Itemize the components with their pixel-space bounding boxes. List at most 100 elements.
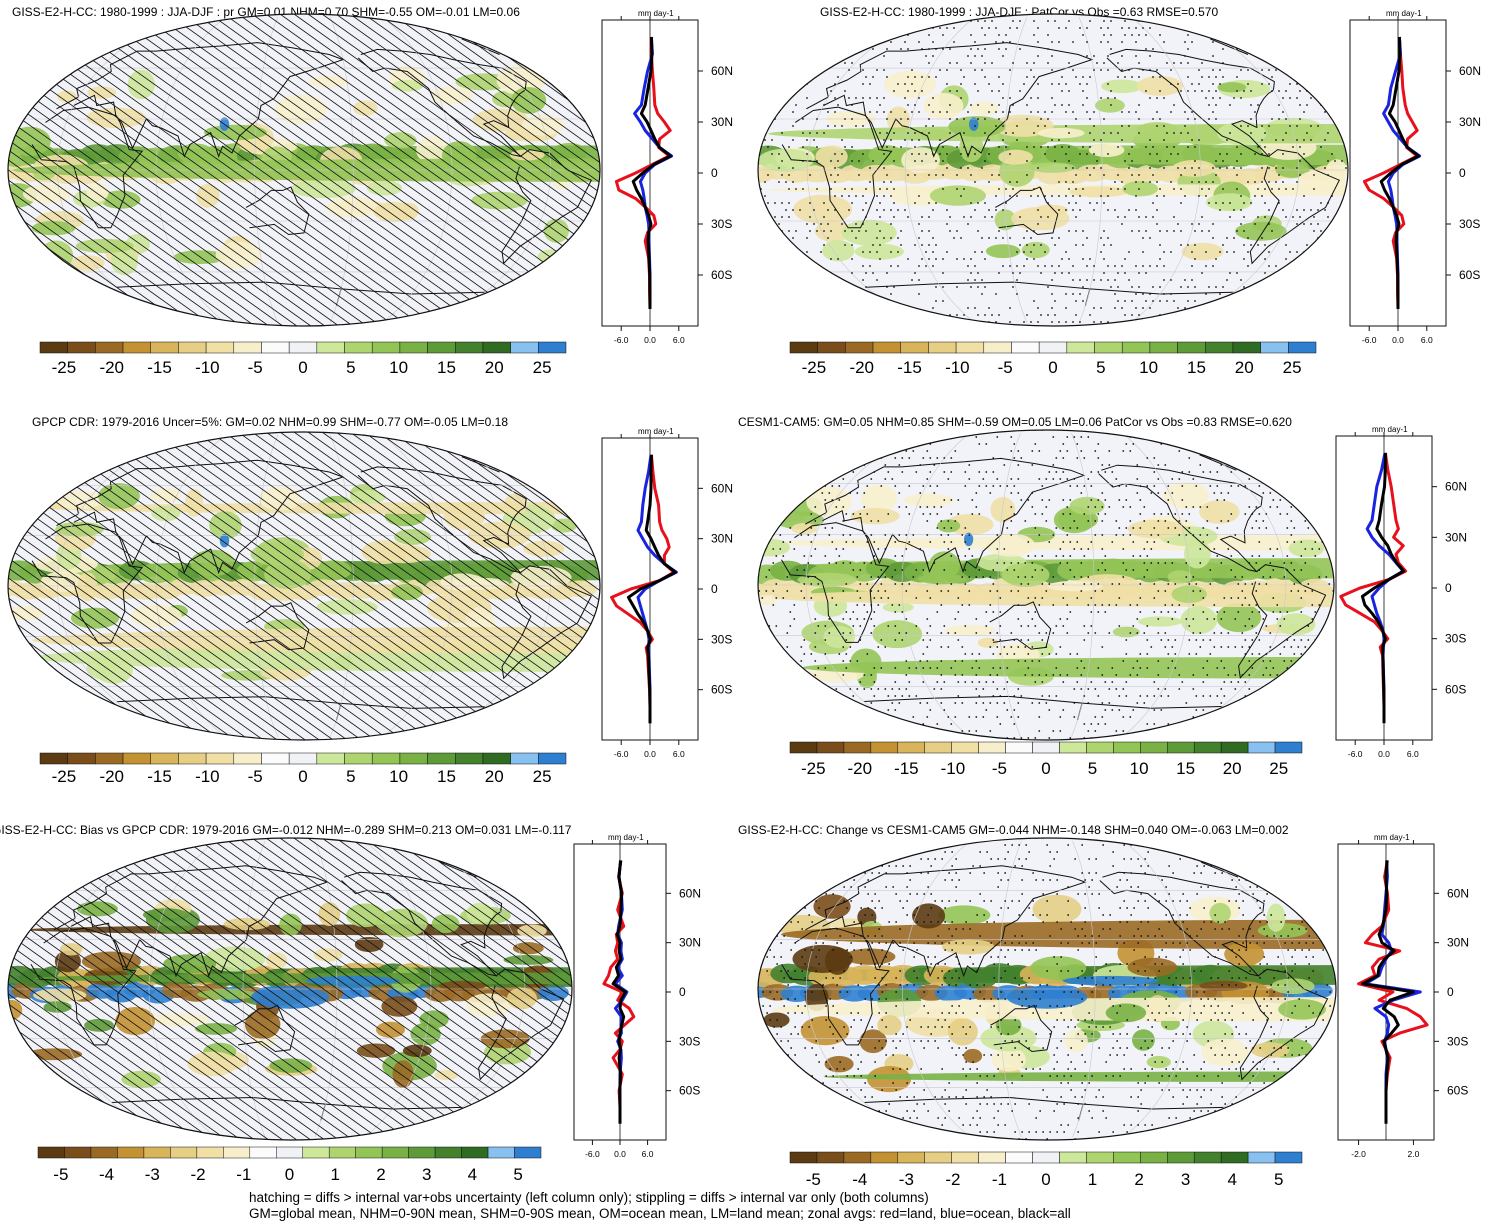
stipple-dot [1094, 716, 1097, 718]
anomaly-region [250, 985, 330, 1009]
stipple-dot [930, 865, 933, 867]
stipple-dot [1028, 851, 1031, 853]
stipple-dot [771, 265, 773, 267]
stipple-dot [1031, 506, 1034, 508]
stipple-dot [799, 209, 801, 211]
hatch-line [8, 14, 242, 326]
hatch-line [405, 838, 572, 1140]
anomaly-region [1136, 122, 1179, 138]
anomaly-region [410, 1022, 441, 1046]
hatch-line [405, 432, 600, 740]
stipple-dot [912, 716, 915, 718]
hatch-line [8, 838, 88, 1140]
hatch-line [8, 432, 264, 740]
stipple-dot [1128, 321, 1130, 323]
hatch-line [265, 432, 600, 740]
stipple-dot [1325, 450, 1328, 452]
anomaly-region [928, 551, 960, 579]
y-tick-label: 60N [1445, 480, 1467, 494]
stipple-dot [771, 153, 773, 155]
stipple-dot [1287, 851, 1290, 853]
stipple-dot [1087, 688, 1090, 690]
stipple-dot [1121, 27, 1123, 29]
stipple-dot [1192, 674, 1195, 676]
stipple-dot [809, 174, 811, 176]
stipple-dot [1072, 69, 1074, 71]
stipple-dot [809, 314, 811, 316]
stipple-dot [1268, 69, 1270, 71]
stipple-dot [977, 286, 979, 288]
stipple-dot [912, 450, 915, 452]
stipple-dot [1037, 223, 1039, 225]
stipple-dot [1283, 730, 1286, 732]
stipple-dot [1047, 202, 1049, 204]
stipple-dot [1164, 520, 1167, 522]
stipple-dot [995, 321, 997, 323]
stipple-dot [827, 27, 829, 29]
stipple-dot [1052, 576, 1055, 578]
anomaly-region [771, 997, 1336, 1022]
anomaly-region [1018, 561, 1054, 582]
stipple-dot [1188, 513, 1191, 515]
stipple-dot [914, 244, 916, 246]
anomaly-region [445, 163, 490, 187]
stipple-dot [1026, 244, 1028, 246]
stipple-dot [857, 858, 860, 860]
graticule-line [382, 434, 453, 738]
stipple-dot [802, 258, 804, 260]
stipple-dot [1009, 307, 1011, 309]
stipple-dot [992, 457, 995, 459]
stipple-dot [894, 485, 897, 487]
stipple-dot [814, 688, 817, 690]
stipple-dot [1017, 492, 1020, 494]
stipple-dot [1338, 111, 1340, 113]
stipple-dot [1066, 632, 1069, 634]
stipple-dot [950, 541, 953, 543]
stipple-dot [900, 230, 902, 232]
coastline-australia [245, 186, 310, 236]
stipple-dot [838, 485, 841, 487]
stipple-dot [1213, 436, 1216, 438]
anomaly-region [781, 165, 814, 183]
zonal-mean-unit: mm day-1 [638, 9, 674, 18]
stipple-dot [1310, 265, 1312, 267]
anomaly-region [269, 1058, 313, 1073]
x-tick-label: 0.0 [1378, 749, 1390, 759]
hatch-line [8, 14, 46, 326]
colorbar-label: 5 [513, 1165, 522, 1184]
stipple-dot [921, 230, 923, 232]
anomaly-region [524, 164, 558, 182]
stipple-dot [813, 139, 815, 141]
anomaly-region [823, 625, 856, 649]
hatch-line [237, 432, 600, 740]
colorbar-label: 10 [389, 358, 408, 377]
stipple-dot [863, 492, 866, 494]
stipple-dot [1014, 865, 1017, 867]
anomaly-region [1134, 164, 1168, 182]
stipple-dot [1026, 258, 1028, 260]
stipple-dot [1080, 576, 1083, 578]
stipple-dot [1290, 730, 1293, 732]
stipple-dot [1081, 844, 1084, 846]
stipple-dot [948, 872, 951, 874]
stipple-dot [1072, 293, 1074, 295]
anomaly-region [984, 1001, 1010, 1027]
stipple-dot [880, 583, 883, 585]
stipple-dot [918, 223, 920, 225]
panel-title: GISS-E2-H-CC: 1980-1999 : JJA-DJF : PatC… [820, 5, 1218, 19]
anomaly-region [859, 1029, 887, 1054]
stipple-dot [771, 237, 773, 239]
stipple-dot [1100, 41, 1102, 43]
stipple-dot [1167, 695, 1170, 697]
stipple-dot [1020, 737, 1023, 739]
stipple-dot [1285, 132, 1287, 134]
stipple-dot [1331, 41, 1333, 43]
stipple-dot [1194, 314, 1196, 316]
stipple-dot [887, 597, 890, 599]
stipple-dot [799, 14, 801, 15]
stipple-dot [1328, 639, 1331, 641]
stipple-dot [1223, 709, 1226, 711]
stipple-dot [1164, 604, 1167, 606]
stipple-dot [1047, 48, 1049, 50]
stipple-dot [1075, 216, 1077, 218]
